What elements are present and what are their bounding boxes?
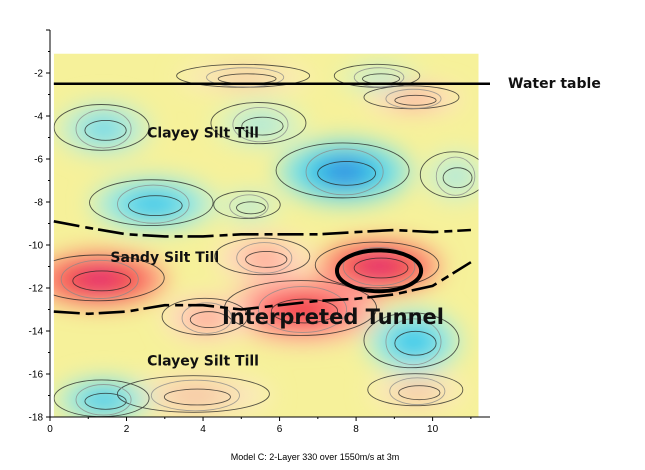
x-tick-label: 6: [277, 424, 283, 435]
y-tick-label: -18: [29, 413, 44, 424]
y-tick-label: -6: [34, 155, 43, 166]
y-axis-ticks: -2 -4 -6 -8 -10 -12 -14 -16 -18: [29, 29, 50, 424]
x-tick-label: 0: [47, 424, 53, 435]
boundary-upper: [53, 220, 471, 238]
x-tick-label: 8: [353, 424, 359, 435]
x-tick-label: 4: [200, 424, 206, 435]
x-tick-label: 10: [427, 424, 439, 435]
tunnel-circle: [334, 248, 424, 294]
x-axis-ticks: 0 2 4 6 8 10: [47, 417, 472, 435]
layer-label: Clayey Silt Till: [147, 126, 259, 142]
layer-labels: Clayey Silt Till Sandy Silt Till Clayey Si…: [110, 126, 259, 370]
y-tick-label: -16: [29, 370, 44, 381]
layer-label: Clayey Silt Till: [147, 353, 259, 369]
y-tick-label: -4: [34, 112, 43, 123]
boundary-lower: [53, 261, 472, 316]
layer-label: Sandy Silt Till: [110, 250, 219, 266]
layer-boundaries: [53, 220, 472, 316]
tunnel-label: Interpreted Tunnel: [222, 305, 444, 329]
water-table-label: Water table: [508, 76, 601, 92]
interpreted-tunnel: Interpreted Tunnel: [222, 248, 444, 329]
y-tick-label: -10: [29, 241, 44, 252]
y-tick-label: -14: [29, 327, 44, 338]
velocity-heatmap: [53, 53, 479, 418]
y-tick-label: -2: [34, 69, 43, 80]
x-tick-label: 2: [124, 424, 130, 435]
chart-caption: Model C: 2-Layer 330 over 1550m/s at 3m: [231, 452, 400, 462]
y-tick-label: -8: [34, 198, 43, 209]
y-tick-label: -12: [29, 284, 44, 295]
water-table: Water table: [53, 76, 601, 92]
